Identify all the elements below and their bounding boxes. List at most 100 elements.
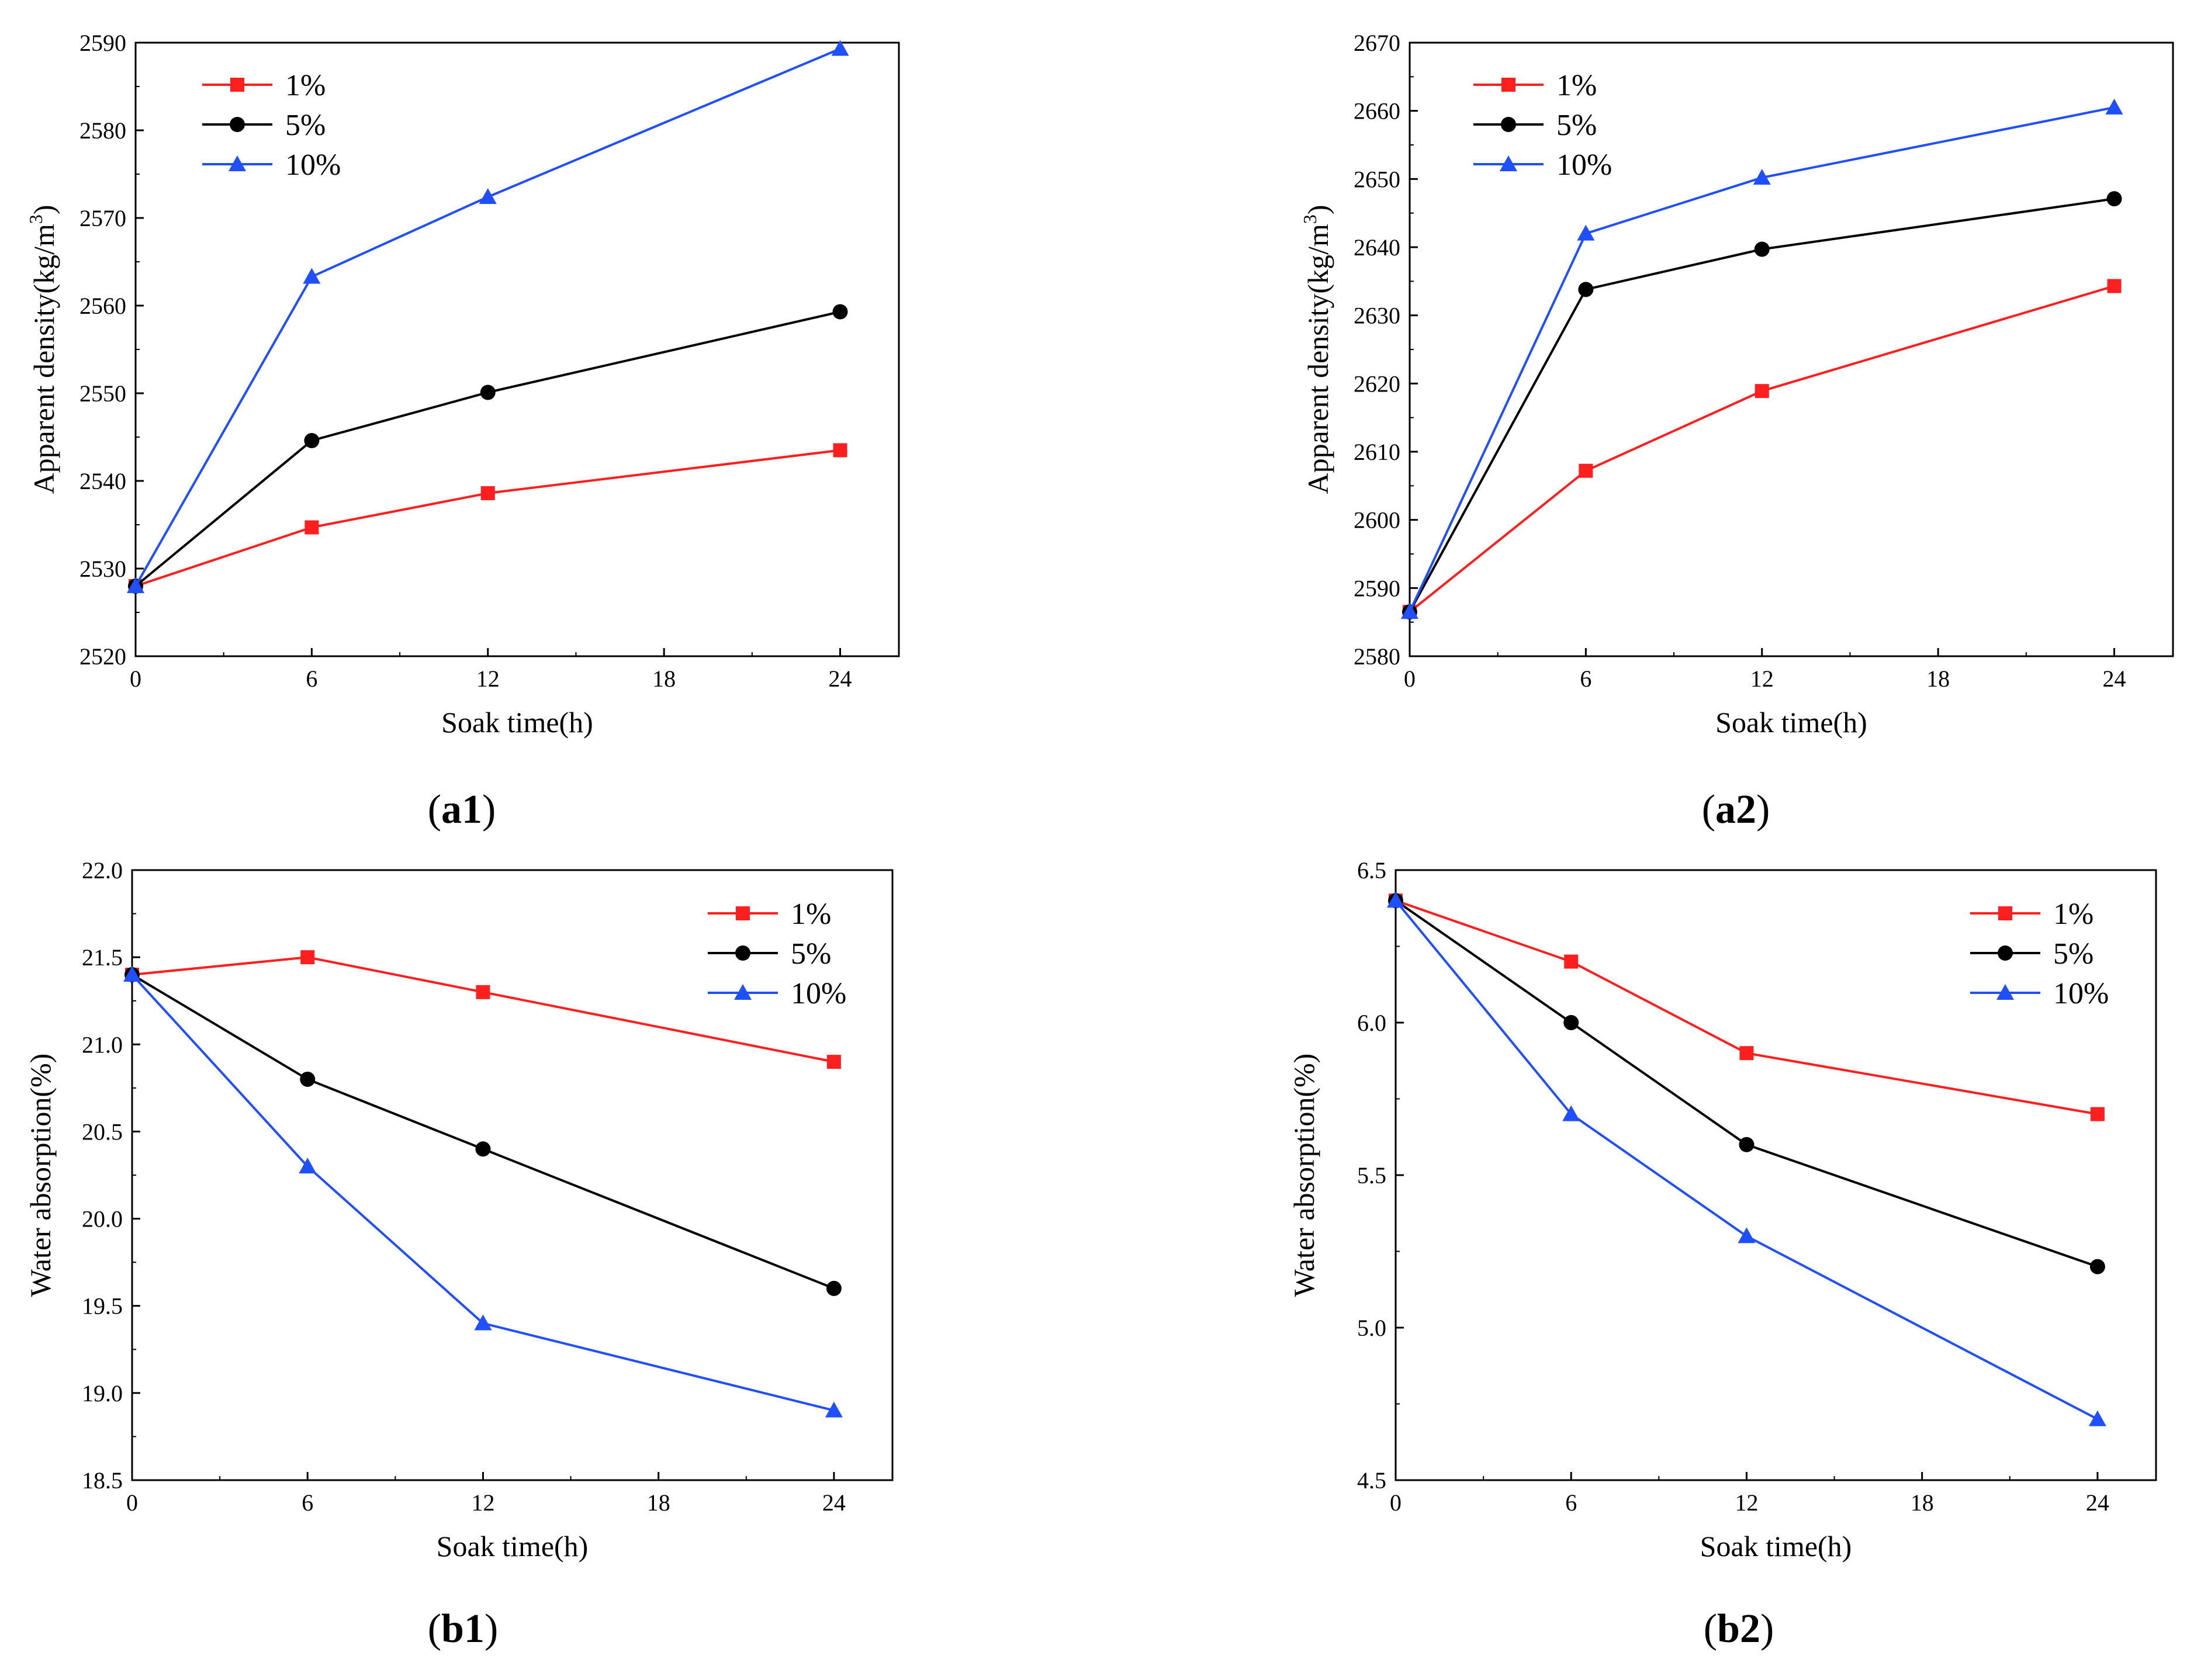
legend-marker	[229, 155, 246, 171]
series-line-10pct	[1409, 106, 2115, 613]
series-line-1pct	[1409, 285, 2115, 613]
chart-b1: 0 6 12 18 24 18.5 19.0 19.5 20.0 20.5 21.0 21.5 22.0…	[24, 857, 894, 1651]
data-point	[2088, 1410, 2106, 1426]
legend-marker	[1996, 984, 2014, 1000]
x-tick-label: 6	[306, 666, 317, 692]
series-line-5pct	[1409, 198, 2115, 613]
x-tick-label: 6	[1565, 1490, 1577, 1516]
data-point	[1753, 169, 1771, 185]
legend-marker	[1501, 78, 1515, 92]
y-tick-label: 2650	[1354, 166, 1400, 192]
data-point	[304, 433, 320, 448]
data-point	[476, 985, 490, 999]
x-tick-label: 12	[1750, 666, 1774, 692]
y-tick-label: 2580	[1354, 643, 1400, 670]
data-point	[2090, 1107, 2105, 1121]
legend-label: 5%	[2053, 937, 2093, 971]
x-tick-label: 12	[476, 666, 500, 692]
y-tick-label: 5.0	[1357, 1315, 1386, 1341]
x-tick-label: 0	[126, 1490, 138, 1516]
data-point	[826, 1280, 842, 1296]
data-point	[300, 950, 315, 965]
y-tick-label: 19.0	[82, 1380, 123, 1407]
y-tick-label: 4.5	[1357, 1467, 1386, 1494]
data-point	[480, 385, 496, 400]
x-tick-label: 18	[652, 666, 676, 692]
y-tick-label: 2610	[1354, 439, 1400, 465]
legend-marker	[1500, 155, 1517, 171]
series-line-1pct	[135, 449, 840, 587]
data-point	[303, 268, 321, 284]
plot-frame	[131, 869, 894, 1481]
chart-a2: 0 6 12 18 24 2580 2590 2600 2610 2620 2630 2640 2650…	[1299, 30, 2174, 832]
legend-label: 10%	[1556, 148, 1612, 182]
y-tick-label: 21.0	[82, 1031, 123, 1058]
y-tick-label: 21.5	[82, 944, 123, 971]
data-point	[1738, 1227, 1756, 1243]
series-line-10pct	[131, 974, 835, 1412]
data-point	[127, 577, 144, 593]
data-point	[1739, 1046, 1754, 1061]
y-tick-label: 2630	[1354, 303, 1400, 329]
y-tick-label: 2520	[79, 643, 126, 670]
legend-label: 1%	[285, 69, 326, 102]
legend-label: 10%	[285, 148, 341, 182]
y-axis-title: Apparent density(kg/m3)	[1299, 205, 1334, 494]
data-point	[479, 188, 497, 204]
legend-label: 1%	[791, 898, 831, 931]
legend-label: 5%	[791, 937, 831, 971]
y-tick-label: 2640	[1354, 234, 1400, 261]
y-tick-label: 2550	[79, 380, 126, 407]
data-point	[1577, 224, 1595, 241]
legend-marker	[230, 117, 245, 132]
data-point	[480, 486, 495, 500]
series-line-10pct	[134, 47, 841, 587]
data-point	[1739, 1137, 1755, 1152]
data-point	[826, 1055, 841, 1069]
data-point	[832, 304, 848, 320]
data-point	[123, 965, 141, 982]
legend-marker	[1998, 945, 2013, 961]
legend-label: 5%	[285, 109, 326, 142]
x-tick-label: 18	[1926, 666, 1950, 692]
y-tick-label: 2540	[79, 468, 126, 494]
data-point	[299, 1158, 317, 1174]
panel-caption: (a2)	[1702, 787, 1770, 832]
data-point	[1387, 892, 1404, 908]
legend-marker	[734, 984, 752, 1000]
x-tick-label: 0	[1390, 1490, 1402, 1516]
data-point	[1578, 282, 1594, 297]
data-point	[475, 1141, 491, 1157]
y-tick-label: 2620	[1354, 370, 1400, 397]
y-tick-label: 18.5	[82, 1467, 123, 1494]
series-line-10pct	[1394, 899, 2098, 1421]
plot-frame	[1394, 869, 2157, 1481]
legend-marker	[735, 945, 750, 961]
x-tick-label: 12	[1735, 1490, 1758, 1516]
data-point	[2106, 191, 2122, 207]
x-tick-label: 6	[302, 1490, 313, 1516]
chart-a1: 0 6 12 18 24 2520 2530 2540 2550 2560 2570 2580 2590…	[25, 30, 900, 832]
series-line-5pct	[131, 974, 835, 1290]
data-point	[1754, 241, 1770, 257]
x-tick-label: 6	[1580, 666, 1591, 692]
series-line-1pct	[1395, 899, 2098, 1116]
x-axis-title: Soak time(h)	[437, 1530, 589, 1563]
panel-caption: (a1)	[428, 787, 496, 832]
data-point	[1755, 384, 1769, 399]
legend-marker	[1501, 117, 1516, 132]
legend-label: 5%	[1556, 109, 1597, 142]
legend-marker	[736, 906, 750, 920]
chart-b2: 0 6 12 18 24 4.5 5.0 5.5 6.0 6.5 Soak time(h) Water…	[1288, 857, 2157, 1651]
x-tick-label: 18	[1911, 1490, 1934, 1516]
y-axis-title: Water absorption(%)	[24, 1054, 57, 1297]
y-tick-label: 6.5	[1357, 857, 1386, 884]
data-point	[2107, 279, 2122, 293]
plot-frame	[134, 41, 900, 657]
data-point	[1563, 1015, 1579, 1030]
y-tick-label: 2670	[1354, 30, 1400, 56]
x-tick-label: 0	[130, 666, 141, 692]
y-tick-label: 6.0	[1357, 1010, 1386, 1036]
data-point	[1401, 603, 1418, 619]
